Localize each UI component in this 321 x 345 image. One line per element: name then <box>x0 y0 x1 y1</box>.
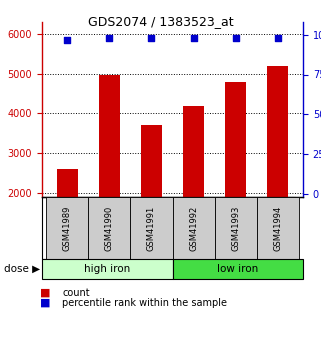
Text: low iron: low iron <box>217 264 258 274</box>
Text: GSM41989: GSM41989 <box>63 205 72 251</box>
Point <box>233 35 238 41</box>
Text: GSM41992: GSM41992 <box>189 205 198 250</box>
FancyBboxPatch shape <box>172 259 303 279</box>
Text: ■: ■ <box>40 298 50 308</box>
Bar <box>225 82 246 273</box>
Bar <box>99 75 120 273</box>
Text: GSM41994: GSM41994 <box>273 205 282 250</box>
Text: GDS2074 / 1383523_at: GDS2074 / 1383523_at <box>88 15 233 28</box>
Text: GSM41990: GSM41990 <box>105 205 114 250</box>
Point <box>191 35 196 41</box>
FancyBboxPatch shape <box>46 197 88 259</box>
Point <box>107 35 112 41</box>
Text: GSM41993: GSM41993 <box>231 205 240 251</box>
Text: count: count <box>63 288 90 298</box>
Bar <box>57 169 78 273</box>
Text: dose ▶: dose ▶ <box>4 264 40 274</box>
FancyBboxPatch shape <box>172 197 215 259</box>
Text: GSM41991: GSM41991 <box>147 205 156 250</box>
Text: ■: ■ <box>40 288 50 298</box>
Bar <box>183 106 204 273</box>
Point <box>275 35 280 41</box>
Text: high iron: high iron <box>84 264 130 274</box>
FancyBboxPatch shape <box>257 197 299 259</box>
FancyBboxPatch shape <box>130 197 172 259</box>
Point <box>65 37 70 42</box>
FancyBboxPatch shape <box>88 197 130 259</box>
FancyBboxPatch shape <box>42 259 172 279</box>
Text: percentile rank within the sample: percentile rank within the sample <box>63 298 228 308</box>
Point <box>149 35 154 41</box>
Bar <box>267 66 288 273</box>
Bar <box>141 125 162 273</box>
FancyBboxPatch shape <box>215 197 257 259</box>
